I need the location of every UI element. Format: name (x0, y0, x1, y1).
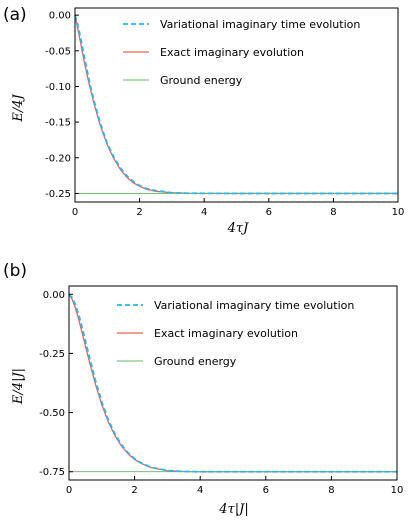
panel-a-ytick-label: -0.15 (45, 118, 71, 129)
panel-a-ytick-label: 0.00 (49, 11, 71, 22)
panel-a-ytick-label: -0.25 (45, 189, 71, 200)
panel-a-xtick-label: 6 (266, 207, 272, 218)
panel-a-xlabel: 4τJ (227, 221, 249, 236)
panel-b-series-exact-line (68, 293, 397, 473)
panel-a-series-exact-line (74, 14, 398, 195)
panel-b-ytick-label: -0.75 (39, 467, 65, 478)
panel-a-label: (a) (3, 5, 27, 25)
panel-a-axes-frame (74, 7, 399, 203)
panel-a-xtick-label: 8 (330, 207, 336, 218)
panel-a-xtick-label: 10 (392, 207, 405, 218)
panel-b-xtick-label: 8 (328, 485, 334, 496)
panel-a-legend-label: Variational imaginary time evolution (160, 18, 360, 31)
panel-b-xtick-label: 6 (263, 485, 269, 496)
panel-b-axes-frame (68, 285, 398, 481)
panel-b-ytick-label: 0.00 (43, 290, 65, 301)
panel-a-series-variational-line (74, 14, 398, 195)
panel-b-ylabel: E/4|J| (11, 368, 26, 405)
panel-b-legend-label: Variational imaginary time evolution (154, 299, 354, 312)
panel-a-plot-area: 0 2 4 6 8 10 0.00 -0.05 -0.10 -0.15 -0.20 -0.25 Vari… (45, 7, 405, 218)
panel-b-xtick-label: 10 (391, 485, 404, 496)
panel-b: (b) E/4|J| 4τ|J| 0 2 4 6 8 10 0.00 -0.25 -0.50 -0… (3, 261, 403, 517)
panel-a-ytick-label: -0.10 (45, 82, 71, 93)
panel-a-xtick-label: 0 (72, 207, 78, 218)
panel-a-legend-label: Ground energy (160, 74, 243, 87)
panel-b-xlabel: 4τ|J| (218, 502, 248, 517)
panel-b-xtick-label: 4 (197, 485, 203, 496)
panel-b-legend-label: Exact imaginary evolution (154, 327, 298, 340)
panel-a-xtick-label: 4 (201, 207, 207, 218)
panel-a-xtick-label: 2 (136, 207, 142, 218)
panel-a: (a) E/4J 4τJ 0 2 4 6 8 10 0.00 -0.05 -0.10 -0.15 -… (3, 5, 404, 236)
panel-b-ytick-label: -0.25 (39, 349, 65, 360)
panel-b-label: (b) (3, 261, 27, 281)
panel-b-xtick-label: 2 (131, 485, 137, 496)
panel-b-series-variational-line (68, 293, 397, 473)
panel-a-ytick-label: -0.05 (45, 46, 71, 57)
panel-b-plot-area: 0 2 4 6 8 10 0.00 -0.25 -0.50 -0.75 Variational im… (39, 285, 404, 496)
panel-a-legend-label: Exact imaginary evolution (160, 46, 304, 59)
panel-a-ytick-label: -0.20 (45, 153, 71, 164)
panel-b-legend-label: Ground energy (154, 355, 237, 368)
panel-b-ytick-label: -0.50 (39, 408, 65, 419)
panel-a-ylabel: E/4J (11, 94, 26, 123)
panel-b-xtick-label: 0 (66, 485, 72, 496)
